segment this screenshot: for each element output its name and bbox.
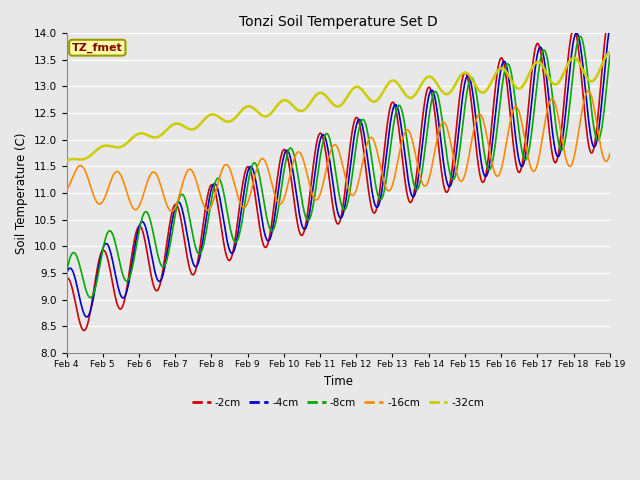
X-axis label: Time: Time (324, 374, 353, 387)
Text: TZ_fmet: TZ_fmet (72, 43, 123, 53)
Legend: -2cm, -4cm, -8cm, -16cm, -32cm: -2cm, -4cm, -8cm, -16cm, -32cm (188, 394, 488, 412)
Title: Tonzi Soil Temperature Set D: Tonzi Soil Temperature Set D (239, 15, 438, 29)
Y-axis label: Soil Temperature (C): Soil Temperature (C) (15, 132, 28, 254)
